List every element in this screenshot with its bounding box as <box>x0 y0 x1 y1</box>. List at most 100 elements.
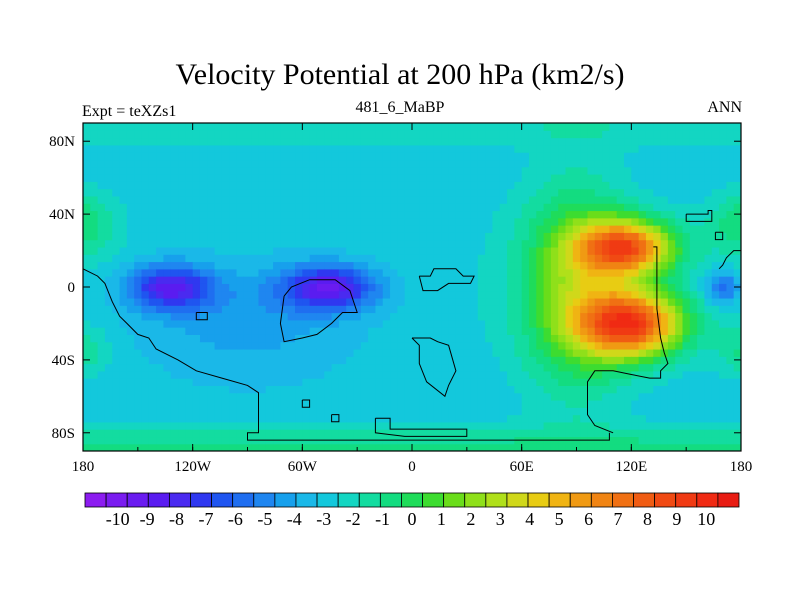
field-cell <box>653 195 662 204</box>
field-cell <box>273 152 281 161</box>
field-cell <box>675 363 684 372</box>
field-cell <box>528 290 537 299</box>
field-cell <box>375 421 384 430</box>
field-cell <box>302 414 311 423</box>
field-cell <box>126 290 135 299</box>
field-cell <box>302 254 311 263</box>
field-cell <box>689 436 698 445</box>
field-cell <box>587 217 596 226</box>
field-cell <box>426 195 435 204</box>
field-cell <box>243 174 252 182</box>
field-cell <box>104 305 113 314</box>
field-cell <box>719 268 727 277</box>
x-tick-label: 180 <box>72 459 95 475</box>
field-cell <box>419 195 428 204</box>
field-cell <box>711 385 720 394</box>
field-cell <box>360 319 369 328</box>
field-cell <box>185 174 194 182</box>
field-cell <box>660 276 669 284</box>
field-cell <box>97 181 106 190</box>
field-cell <box>185 181 194 190</box>
field-cell <box>711 443 720 451</box>
field-cell <box>499 246 508 255</box>
field-cell <box>645 174 654 182</box>
field-cell <box>148 319 157 328</box>
field-cell <box>704 370 713 379</box>
field-cell <box>733 130 741 139</box>
field-cell <box>689 152 698 161</box>
field-cell <box>419 305 428 314</box>
field-cell <box>616 239 625 248</box>
field-cell <box>477 312 486 321</box>
field-cell <box>192 217 201 226</box>
field-cell <box>192 436 201 445</box>
field-cell <box>331 144 340 153</box>
field-cell <box>419 407 428 416</box>
field-cell <box>441 356 450 365</box>
field-cell <box>346 210 355 219</box>
field-cell <box>514 152 523 161</box>
field-cell <box>645 327 654 335</box>
field-cell <box>309 254 318 263</box>
field-cell <box>156 174 165 182</box>
field-cell <box>704 195 713 204</box>
field-cell <box>192 166 201 175</box>
field-cell <box>492 188 501 197</box>
field-cell <box>331 305 340 314</box>
field-cell <box>375 334 384 343</box>
field-cell <box>624 181 632 190</box>
field-cell <box>346 174 355 182</box>
field-cell <box>587 290 596 299</box>
field-cell <box>536 123 545 131</box>
field-cell <box>243 217 252 226</box>
field-cell <box>631 166 640 175</box>
field-cell <box>382 123 391 131</box>
field-cell <box>726 188 735 197</box>
field-cell <box>83 414 91 423</box>
field-cell <box>565 174 574 182</box>
field-cell <box>609 443 618 451</box>
field-cell <box>441 348 450 357</box>
field-cell <box>477 246 486 255</box>
field-cell <box>338 297 347 306</box>
field-cell <box>565 429 574 438</box>
field-cell <box>404 217 413 226</box>
field-cell <box>587 399 596 408</box>
field-cell <box>719 312 727 321</box>
field-cell <box>83 246 91 255</box>
field-cell <box>528 239 537 248</box>
field-cell <box>170 283 179 292</box>
field-cell <box>126 414 135 423</box>
field-cell <box>624 166 632 175</box>
field-cell <box>433 159 442 168</box>
field-cell <box>280 195 289 204</box>
field-cell <box>273 407 281 416</box>
field-cell <box>148 356 157 365</box>
field-cell <box>448 363 457 372</box>
field-cell <box>609 123 618 131</box>
field-cell <box>587 341 596 350</box>
field-cell <box>148 239 157 248</box>
field-cell <box>412 159 420 168</box>
field-cell <box>346 327 355 335</box>
field-cell <box>499 166 508 175</box>
field-cell <box>163 290 172 299</box>
field-cell <box>221 385 230 394</box>
field-cell <box>258 137 267 146</box>
field-cell <box>441 152 450 161</box>
field-cell <box>536 443 545 451</box>
field-cell <box>499 348 508 357</box>
field-cell <box>90 181 99 190</box>
field-cell <box>499 356 508 365</box>
field-cell <box>675 407 684 416</box>
field-cell <box>397 378 406 386</box>
field-cell <box>199 334 208 343</box>
field-cell <box>390 210 398 219</box>
field-cell <box>689 174 698 182</box>
field-cell <box>251 166 260 175</box>
field-cell <box>90 261 99 270</box>
field-cell <box>243 399 252 408</box>
field-cell <box>507 130 515 139</box>
field-cell <box>141 123 150 131</box>
field-cell <box>382 268 391 277</box>
